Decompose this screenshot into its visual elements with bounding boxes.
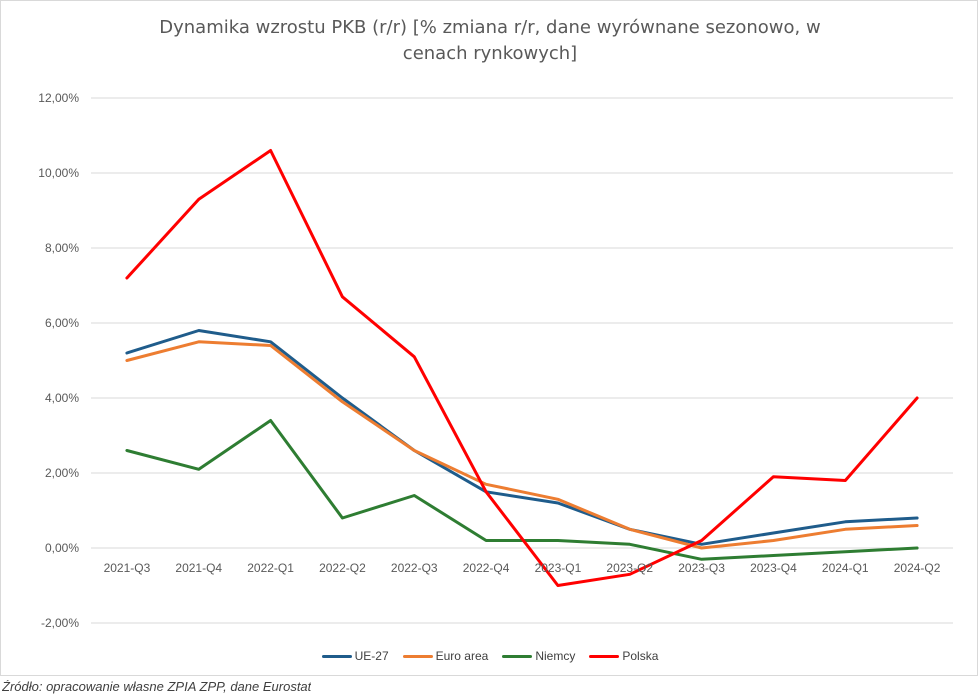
legend-item: Polska [589, 649, 658, 663]
series-line-ue-27 [125, 329, 919, 546]
source-note: Źródło: opracowanie własne ZPIA ZPP, dan… [2, 680, 312, 694]
legend-label: UE-27 [354, 649, 389, 663]
y-tick-label: 10,00% [38, 166, 79, 180]
y-tick-label: 0,00% [45, 541, 79, 555]
line-chart: -2,00% 0,00% 2,00% 4,00% 6,00% 8,00% 10,00% 12,… [38, 91, 953, 630]
series-line-polska [125, 149, 919, 587]
legend-swatch [502, 654, 533, 658]
legend-swatch [402, 654, 433, 658]
y-tick-label: 6,00% [45, 316, 79, 330]
legend: UE-27 Euro area Niemcy Polska [1, 649, 978, 663]
y-tick-label: 4,00% [45, 391, 79, 405]
gridlines [91, 97, 953, 624]
y-tick-label: 12,00% [38, 91, 79, 105]
x-tick-label: 2021-Q3 [104, 561, 151, 575]
x-tick-label: 2022-Q4 [463, 561, 510, 575]
legend-label: Niemcy [535, 649, 576, 663]
x-tick-label: 2021-Q4 [175, 561, 222, 575]
legend-label: Polska [622, 649, 659, 663]
chart-title: Dynamika wzrostu PKB (r/r) [% zmiana r/r… [1, 15, 978, 67]
series-lines [125, 149, 919, 587]
chart-frame: Dynamika wzrostu PKB (r/r) [% zmiana r/r… [0, 0, 978, 676]
legend-item: Niemcy [502, 649, 575, 663]
x-tick-label: 2022-Q2 [319, 561, 366, 575]
x-tick-label: 2022-Q1 [247, 561, 294, 575]
x-tick-label: 2022-Q3 [391, 561, 438, 575]
legend-swatch [589, 654, 620, 658]
series-line-euro-area [125, 340, 919, 550]
chart-title-line-2: cenach rynkowych] [402, 43, 578, 64]
legend-label: Euro area [435, 649, 489, 663]
x-tick-label: 2024-Q2 [894, 561, 941, 575]
legend-swatch [321, 654, 352, 658]
y-tick-label: 8,00% [45, 241, 79, 255]
chart-title-line-1: Dynamika wzrostu PKB (r/r) [% zmiana r/r… [159, 17, 821, 38]
x-tick-label: 2023-Q4 [750, 561, 797, 575]
x-axis-tick-labels: 2021-Q3 2021-Q4 2022-Q1 2022-Q2 2022-Q3 2022-… [104, 561, 941, 575]
x-tick-label: 2023-Q1 [535, 561, 582, 575]
x-tick-label: 2024-Q1 [822, 561, 869, 575]
y-axis-tick-labels: -2,00% 0,00% 2,00% 4,00% 6,00% 8,00% 10,00% 12,… [38, 91, 79, 630]
y-tick-label: -2,00% [41, 616, 79, 630]
x-tick-label: 2023-Q2 [606, 561, 653, 575]
legend-item: UE-27 [321, 649, 389, 663]
y-tick-label: 2,00% [45, 466, 79, 480]
legend-item: Euro area [402, 649, 489, 663]
x-tick-label: 2023-Q3 [678, 561, 725, 575]
